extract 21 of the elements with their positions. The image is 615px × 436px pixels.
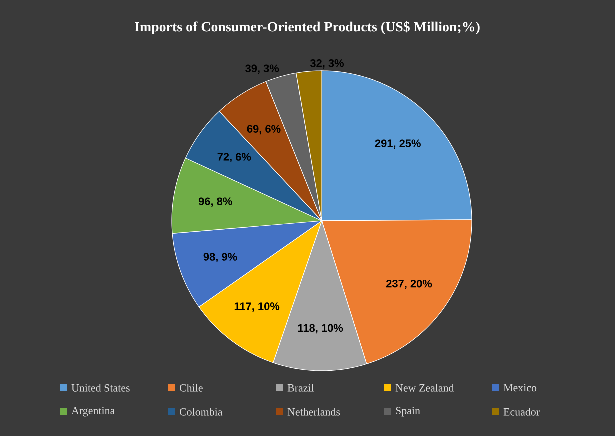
- data-label: 69, 6%: [247, 125, 281, 135]
- legend-label: Chile: [180, 384, 203, 392]
- legend-label: United States: [72, 384, 130, 392]
- data-label: 96, 8%: [198, 198, 232, 208]
- data-label: 117, 10%: [234, 302, 280, 312]
- chart-title: Imports of Consumer-Oriented Products (US$ Million;%): [134, 21, 480, 35]
- data-label: 98, 9%: [204, 253, 238, 262]
- legend-label: Ecuador: [504, 408, 540, 416]
- data-label: 118, 10%: [298, 324, 344, 334]
- legend-label: Colombia: [180, 408, 223, 416]
- data-label: 72, 6%: [218, 153, 252, 162]
- data-label: 32, 3%: [310, 60, 344, 69]
- legend-label: New Zealand: [396, 384, 454, 392]
- data-label: 291, 25%: [375, 140, 421, 150]
- legend-label: Mexico: [504, 384, 537, 392]
- legend-label: Argentina: [72, 407, 116, 417]
- data-label: 237, 20%: [386, 280, 432, 290]
- legend-label: Brazil: [288, 384, 314, 392]
- legend-label: Netherlands: [288, 408, 340, 416]
- legend-label: Spain: [396, 407, 420, 417]
- data-label: 39, 3%: [246, 64, 280, 74]
